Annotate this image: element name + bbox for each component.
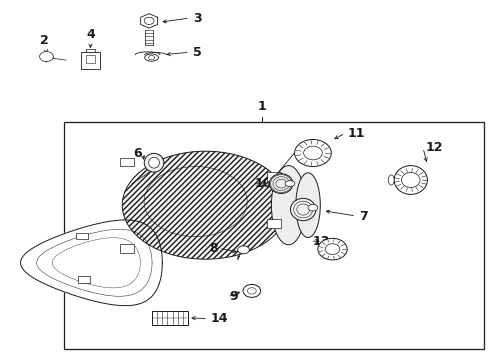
Ellipse shape (237, 246, 249, 254)
Ellipse shape (294, 140, 331, 166)
Text: 6: 6 (133, 147, 142, 159)
Bar (76, 233, 88, 239)
Text: 1: 1 (257, 100, 265, 113)
Bar (86, 55, 95, 63)
Text: 10: 10 (254, 177, 271, 190)
Text: 7: 7 (359, 210, 367, 222)
Bar (151, 311, 188, 325)
Circle shape (144, 17, 154, 24)
Ellipse shape (269, 174, 292, 194)
Bar (81, 52, 100, 69)
Text: 5: 5 (193, 46, 202, 59)
Circle shape (243, 284, 260, 297)
Bar (78, 276, 90, 283)
Text: 2: 2 (40, 34, 48, 47)
Ellipse shape (285, 181, 294, 186)
Text: 4: 4 (86, 28, 95, 41)
Polygon shape (141, 14, 157, 28)
Text: 13: 13 (312, 235, 330, 248)
Text: 11: 11 (346, 127, 364, 140)
Ellipse shape (295, 173, 320, 238)
Circle shape (40, 51, 53, 62)
Circle shape (148, 55, 154, 60)
Bar (120, 158, 134, 166)
Ellipse shape (144, 153, 163, 172)
Text: 3: 3 (193, 12, 202, 24)
Polygon shape (20, 220, 162, 306)
Ellipse shape (325, 244, 339, 255)
Ellipse shape (393, 166, 427, 194)
Ellipse shape (307, 204, 317, 211)
Bar (63, 122, 483, 349)
Bar (266, 219, 281, 228)
Ellipse shape (122, 151, 288, 259)
Bar (266, 172, 281, 181)
Ellipse shape (148, 157, 159, 168)
Ellipse shape (290, 198, 315, 221)
Circle shape (247, 288, 256, 294)
Text: 12: 12 (425, 141, 442, 154)
Ellipse shape (303, 146, 322, 160)
Ellipse shape (144, 54, 158, 61)
Bar (120, 244, 134, 253)
Ellipse shape (387, 175, 393, 185)
Text: 8: 8 (208, 242, 217, 255)
Ellipse shape (271, 166, 305, 245)
Text: 9: 9 (229, 291, 238, 303)
Ellipse shape (317, 238, 346, 260)
Ellipse shape (401, 172, 419, 188)
Text: 14: 14 (210, 312, 227, 325)
